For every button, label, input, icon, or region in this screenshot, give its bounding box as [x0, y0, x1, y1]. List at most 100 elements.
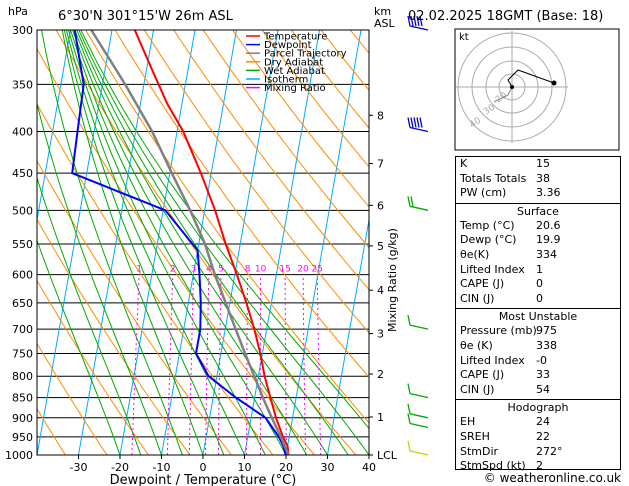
wind-barb-flag	[407, 117, 411, 128]
pressure-tick-label: 750	[12, 347, 33, 360]
km-tick-label: 2	[377, 368, 384, 381]
dry-adiabat-line	[37, 407, 66, 455]
dry-adiabat-line	[85, 30, 369, 424]
wind-barb-staff	[409, 413, 429, 419]
mu-label: θe (K)	[460, 338, 493, 352]
wet-adiabat-line	[61, 30, 204, 455]
dry-adiabat-line	[173, 30, 369, 291]
mu-row: CAPE (J) 33	[456, 368, 620, 383]
wind-barb-flag	[419, 15, 423, 27]
wind-barb-staff	[409, 324, 429, 330]
parcel-trajectory-line	[90, 30, 290, 455]
legend-label: Dry Adiabat	[264, 57, 323, 68]
mu-row: θe (K) 338	[456, 339, 620, 354]
wind-barb-flag	[419, 117, 423, 128]
surface-row: CAPE (J) 0	[456, 277, 620, 292]
mu-label: Lifted Index	[460, 353, 525, 367]
surface-label: CAPE (J)	[460, 277, 505, 291]
hodograph-kt-label: kt	[459, 32, 469, 43]
km-tick-label: 4	[377, 284, 384, 297]
index-label: PW (cm)	[460, 186, 507, 200]
index-row: Totals Totals 38	[456, 172, 620, 187]
location-title: 6°30'N 301°15'W 26m ASL	[58, 9, 234, 24]
wind-barb-flag	[410, 196, 414, 207]
dry-adiabat-line	[261, 30, 369, 168]
hodograph-trace-lower	[493, 86, 513, 103]
wet-adiabat-line	[70, 30, 287, 455]
hodo-row: EH 24	[456, 415, 620, 430]
mixing-ratio-axis-label: Mixing Ratio (g/kg)	[386, 228, 399, 332]
mixing-ratio-label: 4	[206, 265, 212, 275]
isotherm-line	[161, 30, 237, 455]
mixing-ratio-line	[284, 274, 287, 455]
pressure-tick-label: 600	[12, 269, 33, 282]
x-tick-label: 0	[200, 461, 207, 474]
mu-value: 975	[536, 324, 557, 338]
mixing-ratio-label: 15	[279, 265, 290, 275]
hodo-label: EH	[460, 415, 476, 429]
index-value: 3.36	[536, 186, 561, 200]
wet-adiabat-line	[65, 30, 245, 455]
mu-value: 54	[536, 382, 550, 396]
mu-label: Pressure (mb)	[460, 324, 537, 338]
mixing-ratio-label: 8	[245, 265, 251, 275]
surface-value: 0	[536, 291, 543, 305]
wind-barb-flag	[407, 314, 411, 326]
surface-title: Surface	[517, 204, 559, 218]
wet-adiabat-line	[37, 101, 162, 455]
x-tick-label: 30	[321, 461, 335, 474]
surface-box: Surface Temp (°C) 20.6 Dewp (°C) 19.9 θe(K…	[456, 204, 620, 310]
surface-row: Temp (°C) 20.6	[456, 219, 620, 234]
km-tick-label: 6	[377, 199, 384, 212]
mixing-ratio-label: 10	[255, 265, 267, 275]
index-row: PW (cm) 3.36	[456, 186, 620, 201]
isotherm-line	[202, 30, 279, 455]
hodograph-origin-dot	[510, 85, 514, 89]
wind-barb-staff	[409, 450, 429, 456]
mu-label: CIN (J)	[460, 382, 495, 396]
wet-adiabat-line	[76, 30, 349, 455]
hodo-label: SREH	[460, 429, 490, 443]
wind-barb-staff	[409, 422, 429, 429]
pressure-tick-label: 850	[12, 392, 33, 405]
hodo-value: 22	[536, 429, 550, 443]
pressure-tick-label: 550	[12, 238, 33, 251]
wet-adiabat-line	[72, 30, 308, 455]
legend-label: Parcel Trajectory	[264, 49, 347, 60]
pressure-tick-label: 650	[12, 297, 33, 310]
pressure-tick-label: 1000	[5, 449, 33, 462]
pressure-tick-label: 300	[12, 24, 33, 37]
hodo-value: 24	[536, 415, 550, 429]
legend-label: Dewpoint	[264, 40, 312, 51]
legend-label: Isotherm	[264, 75, 308, 86]
isotherm-line	[37, 30, 71, 223]
wind-barb-flag	[407, 440, 411, 452]
wet-adiabat-line	[74, 30, 328, 455]
wet-adiabat-line	[67, 30, 266, 455]
surface-label: CIN (J)	[460, 291, 495, 305]
hodo-value: 272°	[536, 444, 563, 458]
x-tick-label: 20	[279, 461, 293, 474]
surface-value: 19.9	[536, 233, 561, 247]
wind-barb-flag	[407, 413, 411, 424]
pressure-tick-label: 450	[12, 167, 33, 180]
surface-value: 334	[536, 247, 557, 261]
dry-adiabat-line	[37, 279, 149, 455]
index-label: Totals Totals	[460, 171, 527, 185]
x-axis-label: Dewpoint / Temperature (°C)	[110, 473, 297, 486]
wind-barb-flag	[407, 383, 411, 394]
surface-row: θe(K) 334	[456, 248, 620, 263]
legend-label: Temperature	[263, 32, 327, 43]
wet-adiabat-line	[37, 176, 142, 455]
mu-value: 33	[536, 368, 550, 382]
wind-barb-staff	[409, 205, 429, 211]
mu-row: CIN (J) 54	[456, 383, 620, 398]
mu-row: Lifted Index -0	[456, 354, 620, 369]
dewpoint-line	[71, 30, 287, 455]
pressure-tick-label: 500	[12, 204, 33, 217]
km-tick-label: 8	[377, 109, 384, 122]
wind-barb-flag	[410, 15, 414, 27]
stats-panel: K 15 Totals Totals 38 PW (cm) 3.36 Surface …	[455, 156, 621, 472]
surface-label: Temp (°C)	[460, 218, 515, 232]
x-tick-label: 10	[238, 461, 252, 474]
